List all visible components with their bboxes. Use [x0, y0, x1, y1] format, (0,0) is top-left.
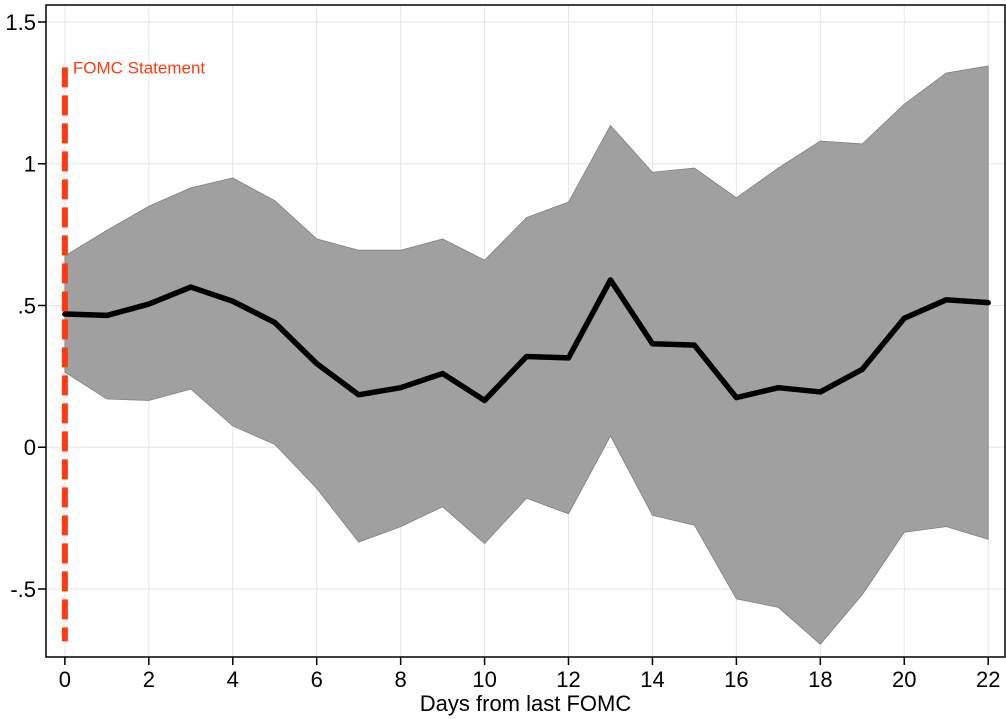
- series-line-group: [62, 277, 991, 404]
- y-tick-label: 1.5: [5, 10, 36, 35]
- x-tick-label: 6: [311, 667, 323, 692]
- fomc-statement-label: FOMC Statement: [73, 58, 206, 77]
- x-tick-label: 12: [556, 667, 580, 692]
- annotation-group: FOMC Statement: [61, 58, 206, 642]
- x-axis-title: Days from last FOMC: [420, 691, 632, 716]
- x-tick-label: 8: [395, 667, 407, 692]
- y-tick-label: 0: [24, 435, 36, 460]
- x-tick-label: 18: [808, 667, 832, 692]
- x-tick-label: 16: [724, 667, 748, 692]
- y-tick-label: 1: [24, 152, 36, 177]
- x-tick-label: 22: [976, 667, 1000, 692]
- x-tick-label: 20: [892, 667, 916, 692]
- y-tick-label: -.5: [10, 577, 36, 602]
- series-line: [62, 277, 991, 404]
- x-tick-label: 10: [472, 667, 496, 692]
- x-tick-label: 2: [143, 667, 155, 692]
- x-axis: 0 2 4 6 8 10 12 14 16 18 20 22: [59, 657, 1000, 692]
- x-tick-label: 14: [640, 667, 664, 692]
- y-axis: -.5 0 .5 1 1.5: [5, 10, 46, 602]
- y-tick-label: .5: [18, 293, 36, 318]
- x-tick-label: 0: [59, 667, 71, 692]
- x-tick-label: 4: [227, 667, 239, 692]
- plot-frame: [45, 4, 1006, 658]
